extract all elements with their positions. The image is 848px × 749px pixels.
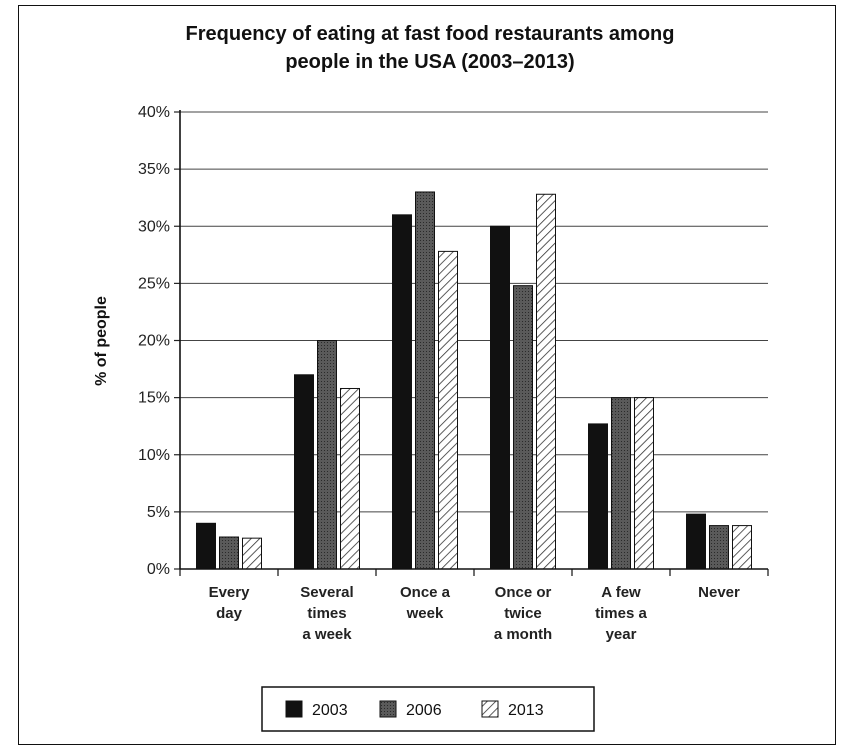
x-category-label: Every (209, 584, 251, 601)
bar-2006-5 (709, 525, 729, 570)
y-tick-label: 5% (147, 504, 170, 521)
legend-label-2003: 2003 (312, 702, 348, 719)
axes (179, 110, 769, 576)
legend-box (261, 686, 595, 732)
bar-2006-2 (415, 191, 435, 570)
x-category-label: A few (601, 584, 641, 601)
bar-2003-5 (686, 513, 706, 570)
x-category-label: a month (494, 626, 552, 643)
x-category-label: Several (300, 584, 353, 601)
bar-2013-4 (634, 397, 654, 570)
bar-2006-3 (513, 285, 533, 570)
chart-title-line-2: people in the USA (2003–2013) (285, 51, 574, 73)
bar-2003-0 (196, 522, 216, 570)
bar-2006-1 (317, 340, 337, 570)
gridlines (180, 111, 768, 513)
y-axis-title: % of people (93, 296, 110, 386)
y-tick-label: 30% (138, 218, 170, 235)
legend-swatch-2006 (379, 700, 397, 718)
x-category-label: week (406, 605, 444, 622)
legend-label-2006: 2006 (406, 702, 442, 719)
bars (196, 191, 752, 570)
bar-2003-4 (588, 423, 608, 570)
x-axis-category-labels: Every day Several times a week Once a week Once… (209, 584, 740, 643)
x-category-label: Once or (495, 584, 552, 601)
bar-2003-3 (490, 225, 510, 570)
bar-2006-4 (611, 397, 631, 570)
x-category-label: times (307, 605, 346, 622)
legend-swatch-2003 (285, 700, 303, 718)
bar-2013-5 (732, 525, 752, 570)
legend: 2003 2006 2013 (261, 686, 595, 732)
y-tick-label: 0% (147, 561, 170, 578)
bar-2013-3 (536, 193, 556, 570)
bar-2003-1 (294, 374, 314, 570)
x-category-label: day (216, 605, 243, 622)
x-category-label: twice (504, 605, 542, 622)
x-category-label: times a (595, 605, 647, 622)
chart-title-line-1: Frequency of eating at fast food restaur… (186, 23, 675, 45)
bar-2006-0 (219, 536, 239, 570)
bar-2003-2 (392, 214, 412, 570)
x-category-label: Never (698, 584, 740, 601)
y-axis-ticks: 0% 5% 10% 15% 20% 25% 30% 35% 40% (138, 104, 180, 578)
y-tick-label: 40% (138, 104, 170, 121)
x-category-label: Once a (400, 584, 451, 601)
y-tick-label: 15% (138, 390, 170, 407)
bar-2013-1 (340, 387, 360, 570)
y-tick-label: 35% (138, 161, 170, 178)
legend-swatch-2013 (481, 700, 499, 718)
y-tick-label: 20% (138, 333, 170, 350)
y-tick-label: 25% (138, 275, 170, 292)
x-category-label: year (606, 626, 637, 643)
bar-2013-0 (242, 537, 262, 570)
bar-2013-2 (438, 250, 458, 570)
y-tick-label: 10% (138, 447, 170, 464)
legend-label-2013: 2013 (508, 702, 544, 719)
x-category-label: a week (302, 626, 352, 643)
